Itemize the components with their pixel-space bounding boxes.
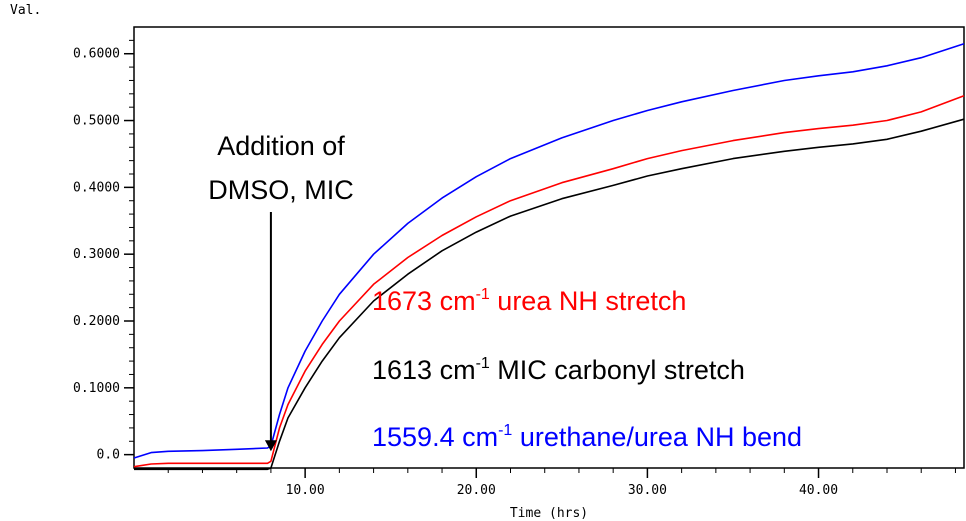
series-lines [133, 42, 965, 471]
legend-superscript: -1 [498, 422, 512, 439]
annotation-arrow-head [264, 440, 277, 452]
x-axis: 10.00 20.00 30.00 40.00 [167, 468, 956, 498]
y-axis-title: Val. [10, 3, 41, 18]
legend-number: 1673 cm [372, 286, 476, 316]
x-tick-label: 20.00 [457, 483, 496, 498]
annotation-line-1: Addition of [217, 131, 345, 161]
legend-description: urethane/urea NH bend [512, 422, 802, 452]
y-tick-label: 0.3000 [73, 247, 120, 262]
legend-superscript: -1 [476, 355, 490, 372]
y-tick-label: 0.2000 [73, 314, 120, 329]
y-tick-label: 0.6000 [73, 47, 120, 62]
legend-number: 1613 cm [372, 355, 476, 385]
series-line-0 [133, 95, 965, 468]
legend-number: 1559.4 cm [372, 422, 498, 452]
legend-entry-2: 1559.4 cm-1 urethane/urea NH bend [372, 422, 802, 452]
x-tick-label: 30.00 [628, 483, 667, 498]
series-line-2 [133, 42, 965, 459]
legend-entry-1: 1613 cm-1 MIC carbonyl stretch [372, 355, 745, 385]
addition-annotation: Addition of DMSO, MIC [208, 131, 354, 452]
legend-description: urea NH stretch [490, 286, 687, 316]
legend-superscript: -1 [476, 286, 490, 303]
y-axis: 0.0 0.1000 0.2000 0.3000 0.4000 0.5000 0.6000 [73, 39, 134, 463]
x-tick-label: 10.00 [286, 483, 325, 498]
y-tick-label: 0.5000 [73, 114, 120, 129]
legend-entry-0: 1673 cm-1 urea NH stretch [372, 286, 686, 316]
y-tick-label: 0.0 [97, 448, 120, 463]
legend-description: MIC carbonyl stretch [490, 355, 745, 385]
annotation-line-2: DMSO, MIC [208, 175, 354, 205]
x-axis-title: Time (hrs) [510, 506, 588, 521]
plot-frame [133, 26, 965, 469]
y-tick-label: 0.4000 [73, 180, 120, 195]
y-tick-label: 0.1000 [73, 381, 120, 396]
x-tick-label: 40.00 [799, 483, 838, 498]
series-line-1 [134, 118, 965, 471]
